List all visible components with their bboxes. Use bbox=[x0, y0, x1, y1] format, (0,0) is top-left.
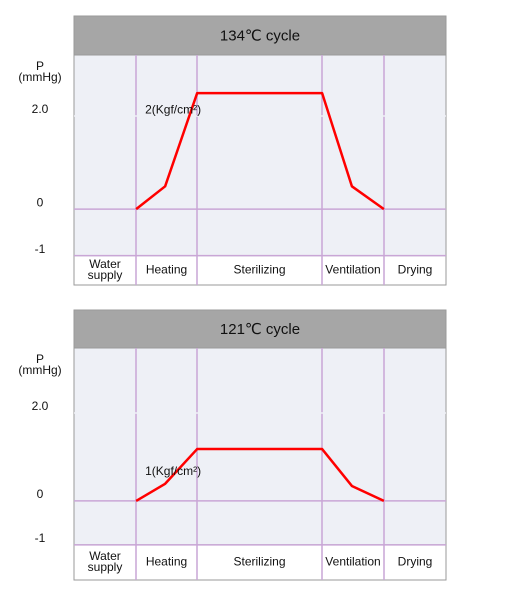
pressure-line bbox=[135, 447, 385, 503]
y-axis-label: P bbox=[36, 59, 44, 73]
annotation: 1(Kgf/cm²) bbox=[145, 464, 201, 478]
chart-title: 134℃ cycle bbox=[220, 27, 300, 44]
pressure-line bbox=[135, 91, 385, 211]
y-axis-label: (mmHg) bbox=[18, 363, 61, 377]
phase-label: Heating bbox=[146, 555, 187, 569]
phase-label: Ventilation bbox=[325, 263, 380, 277]
y-tick-label: 0 bbox=[37, 195, 44, 209]
y-tick-label: -1 bbox=[35, 531, 46, 545]
phase-label: supply bbox=[88, 268, 123, 282]
phase-label: Drying bbox=[398, 555, 433, 569]
y-axis-label: P bbox=[36, 352, 44, 366]
phase-label: Ventilation bbox=[325, 555, 380, 569]
phase-label: supply bbox=[88, 560, 123, 574]
annotation: 2(Kgf/cm²) bbox=[145, 102, 201, 116]
header bbox=[73, 15, 447, 56]
phase-label: Sterilizing bbox=[233, 555, 285, 569]
phase-label: Water bbox=[89, 257, 121, 271]
y-axis-label: (mmHg) bbox=[18, 70, 61, 84]
y-tick-label: 2.0 bbox=[32, 102, 49, 116]
chart-title: 121℃ cycle bbox=[220, 321, 300, 338]
phase-label: Sterilizing bbox=[233, 263, 285, 277]
y-tick-label: 2.0 bbox=[32, 399, 49, 413]
y-tick-label: 0 bbox=[37, 487, 44, 501]
header bbox=[73, 309, 447, 349]
y-tick-label: -1 bbox=[35, 242, 46, 256]
phase-label: Water bbox=[89, 549, 121, 563]
plot-background bbox=[73, 54, 447, 286]
phase-label: Heating bbox=[146, 263, 187, 277]
phase-label: Drying bbox=[398, 263, 433, 277]
